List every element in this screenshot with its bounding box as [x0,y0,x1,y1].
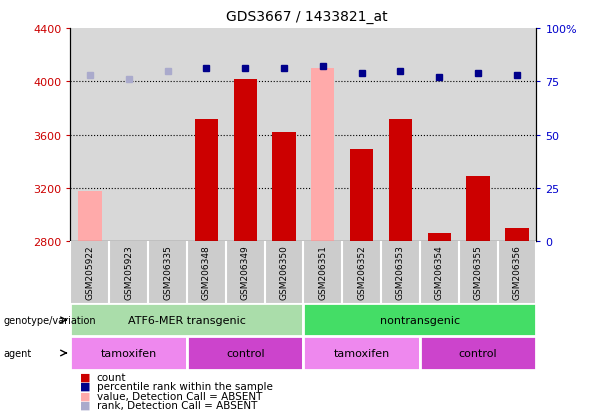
Bar [311,69,335,242]
Text: GDS3667 / 1433821_at: GDS3667 / 1433821_at [226,10,387,24]
Bar [195,119,218,242]
Bar [70,304,303,337]
Text: percentile rank within the sample: percentile rank within the sample [97,381,273,391]
Text: ■: ■ [80,381,90,391]
Text: GSM205922: GSM205922 [85,244,94,299]
Bar [303,304,536,337]
Text: tamoxifen: tamoxifen [333,348,390,358]
Text: agent: agent [3,348,31,358]
Text: tamoxifen: tamoxifen [101,348,157,358]
Text: GSM206351: GSM206351 [318,244,327,299]
Bar [70,337,187,370]
Text: count: count [97,372,126,382]
Text: GSM206355: GSM206355 [474,244,482,299]
Text: GSM205923: GSM205923 [124,244,133,299]
Bar [428,234,451,242]
Text: ■: ■ [80,391,90,401]
Text: GSM206352: GSM206352 [357,244,366,299]
Text: GSM206348: GSM206348 [202,244,211,299]
Text: genotype/variation: genotype/variation [3,315,96,325]
Text: value, Detection Call = ABSENT: value, Detection Call = ABSENT [97,391,262,401]
Bar [234,79,257,242]
Text: ATF6-MER transgenic: ATF6-MER transgenic [128,315,246,325]
Text: ■: ■ [80,372,90,382]
Text: control: control [226,348,265,358]
Text: ■: ■ [80,400,90,410]
Bar [505,228,528,242]
Text: GSM206350: GSM206350 [280,244,289,299]
Text: GSM206354: GSM206354 [435,244,444,299]
Text: GSM206349: GSM206349 [241,244,249,299]
Bar [78,192,102,242]
Bar [389,119,412,242]
Text: GSM206353: GSM206353 [396,244,405,299]
Bar [466,176,490,242]
Text: control: control [459,348,498,358]
Text: GSM206356: GSM206356 [512,244,522,299]
Bar [350,150,373,242]
Bar [303,337,420,370]
Bar [272,133,295,242]
Text: nontransgenic: nontransgenic [380,315,460,325]
Text: rank, Detection Call = ABSENT: rank, Detection Call = ABSENT [97,400,257,410]
Text: GSM206335: GSM206335 [163,244,172,299]
Bar [187,337,303,370]
Bar [420,337,536,370]
